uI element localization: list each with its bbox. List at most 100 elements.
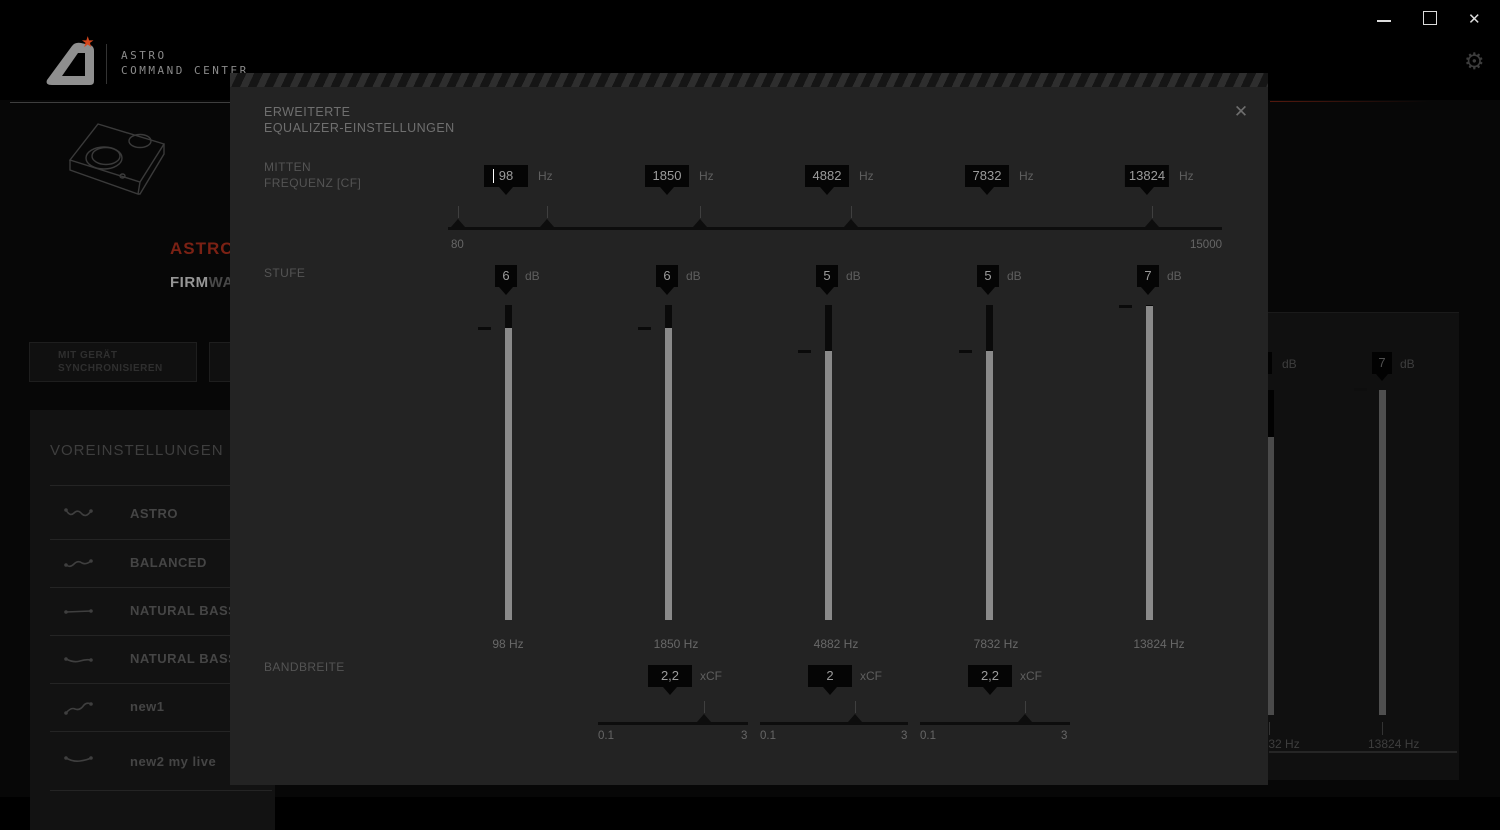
level-input-band5[interactable]: 7	[1137, 265, 1159, 295]
frequency-marker-tick	[851, 206, 852, 218]
settings-gear-icon[interactable]: ⚙	[1464, 48, 1485, 74]
preset-item-balanced[interactable]: BALANCED	[50, 540, 272, 586]
bandwidth-marker-tick	[855, 701, 856, 713]
modal-close-icon[interactable]: ✕	[1233, 102, 1249, 121]
level-slider-band1[interactable]	[505, 305, 512, 620]
frequency-unit: Hz	[859, 169, 874, 183]
bg-eq-band5-handle	[1354, 388, 1367, 391]
logo-divider	[106, 44, 107, 84]
minimize-button[interactable]	[1372, 8, 1396, 28]
modal-title-line2: EQUALIZER-EINSTELLUNGEN	[264, 121, 455, 135]
bandwidth-slider-band4[interactable]	[920, 722, 1070, 725]
level-band2-freq-label: 1850 Hz	[653, 637, 699, 651]
bandwidth-max-label: 3	[1061, 730, 1068, 742]
bg-eq-band5-unit: dB	[1400, 357, 1415, 371]
frequency-marker-band1[interactable]	[451, 219, 465, 227]
bandwidth-input-band2[interactable]: 2,2	[648, 665, 692, 695]
bg-eq-band5-freq-label: 13824 Hz	[1368, 737, 1420, 751]
bg-eq-band5-slider	[1379, 390, 1386, 715]
bandwidth-marker-band4[interactable]	[1018, 714, 1032, 722]
bandwidth-slider-band3[interactable]	[760, 722, 908, 725]
brand-line1: ASTRO	[121, 49, 167, 62]
window-close-button[interactable]	[1464, 8, 1488, 28]
bandwidth-unit: xCF	[700, 669, 722, 683]
bandwidth-slider-band2[interactable]	[598, 722, 748, 725]
bandwidth-input-band3[interactable]: 2	[808, 665, 852, 695]
preset-label: new2 my live	[130, 754, 217, 769]
preset-label: NATURAL BASS	[130, 651, 238, 666]
level-slider-band2[interactable]	[665, 305, 672, 620]
frequency-input-band2[interactable]: 1850	[645, 165, 689, 195]
bg-eq-panel	[1268, 312, 1459, 780]
frequency-min-label: 80	[451, 239, 464, 251]
divider	[50, 587, 272, 588]
frequency-input-band3[interactable]: 4882	[805, 165, 849, 195]
frequency-marker-band5[interactable]	[1145, 219, 1159, 227]
divider	[50, 635, 272, 636]
frequency-marker-tick	[547, 206, 548, 218]
bandwidth-marker-tick	[704, 701, 705, 713]
bandwidth-marker-band3[interactable]	[848, 714, 862, 722]
bandwidth-marker-band2[interactable]	[697, 714, 711, 722]
level-slider-fill	[825, 305, 832, 351]
level-slider-band5[interactable]	[1146, 305, 1153, 620]
brand-text: ASTRO COMMAND CENTER	[121, 48, 249, 78]
frequency-unit: Hz	[699, 169, 714, 183]
frequency-marker-band4[interactable]	[844, 219, 858, 227]
bg-eq-tick	[1382, 722, 1383, 735]
bandwidth-unit: xCF	[1020, 669, 1042, 683]
level-input-band2[interactable]: 6	[656, 265, 678, 295]
frequency-marker-tick	[700, 206, 701, 218]
level-slider-handle-band4[interactable]	[959, 350, 972, 353]
frequency-marker-band2[interactable]	[540, 219, 554, 227]
frequency-marker-band3[interactable]	[693, 219, 707, 227]
preset-item-new1[interactable]: new1	[50, 684, 272, 730]
preset-item-astro[interactable]: ASTRO	[50, 486, 272, 539]
level-input-band3[interactable]: 5	[816, 265, 838, 295]
frequency-unit: Hz	[538, 169, 553, 183]
frequency-max-label: 15000	[1190, 239, 1222, 251]
level-band4-freq-label: 7832 Hz	[973, 637, 1019, 651]
level-input-band4[interactable]: 5	[977, 265, 999, 295]
preset-item-natural-bass-2[interactable]: NATURAL BASS	[50, 636, 272, 682]
level-slider-handle-band2[interactable]	[638, 327, 651, 330]
level-unit: dB	[686, 269, 701, 283]
bandwidth-input-band4[interactable]: 2,2	[968, 665, 1012, 695]
preset-item-new2[interactable]: new2 my live	[50, 732, 272, 789]
preset-label: new1	[130, 699, 165, 714]
level-input-band1[interactable]: 6	[495, 265, 517, 295]
bg-eq-tick	[1269, 722, 1270, 735]
brand-line2: COMMAND CENTER	[121, 64, 249, 77]
maximize-button[interactable]	[1418, 8, 1442, 28]
level-slider-band3[interactable]	[825, 305, 832, 620]
preset-curve-icon	[64, 702, 93, 715]
advanced-eq-modal: ERWEITERTE EQUALIZER-EINSTELLUNGEN ✕ MIT…	[230, 73, 1268, 785]
modal-title: ERWEITERTE EQUALIZER-EINSTELLUNGEN	[264, 104, 455, 136]
bandwidth-marker-tick	[1025, 701, 1026, 713]
preset-curve-icon	[64, 508, 93, 517]
bandwidth-section-label: BANDBREITE	[264, 660, 345, 674]
bandwidth-value: 2,2	[660, 668, 680, 683]
level-slider-handle-band3[interactable]	[798, 350, 811, 353]
bg-eq-band4-unit: dB	[1282, 357, 1297, 371]
level-value: 5	[823, 268, 831, 283]
frequency-marker-tick	[1152, 206, 1153, 218]
modal-stripe-header	[230, 73, 1268, 87]
level-slider-handle-band5[interactable]	[1119, 305, 1132, 308]
preset-item-natural-bass-1[interactable]: NATURAL BASS	[50, 588, 272, 634]
frequency-label-line1: MITTEN	[264, 160, 312, 174]
bandwidth-value: 2	[826, 668, 834, 683]
frequency-input-band5[interactable]: 13824	[1124, 165, 1170, 195]
frequency-slider-track[interactable]	[448, 227, 1222, 230]
divider	[50, 683, 272, 684]
frequency-value: 13824	[1128, 168, 1166, 183]
bandwidth-min-label: 0.1	[598, 730, 614, 742]
frequency-value: 4882	[812, 168, 842, 183]
frequency-input-band1[interactable]: 98	[484, 165, 528, 195]
bandwidth-max-label: 3	[901, 730, 908, 742]
frequency-input-band4[interactable]: 7832	[965, 165, 1009, 195]
level-slider-handle-band1[interactable]	[478, 327, 491, 330]
sync-device-tab[interactable]: MIT GERÄT SYNCHRONISIEREN	[29, 342, 197, 382]
preset-label: NATURAL BASS	[130, 603, 238, 618]
level-slider-band4[interactable]	[986, 305, 993, 620]
